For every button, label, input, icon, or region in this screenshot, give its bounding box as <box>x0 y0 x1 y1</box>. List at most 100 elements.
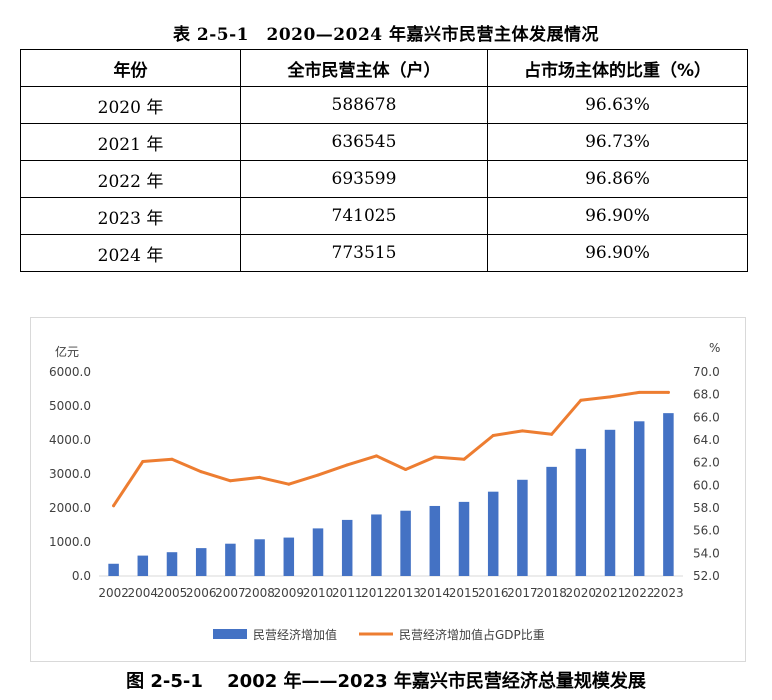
table-caption: 表 2-5-1 2020—2024 年嘉兴市民营主体发展情况 <box>172 25 600 45</box>
line-point <box>404 467 408 471</box>
y-left-unit: 亿元 <box>55 344 79 359</box>
y-right-unit: % <box>709 341 720 355</box>
bar <box>429 505 441 576</box>
cell-count: 693599 <box>240 160 488 198</box>
series-line <box>112 390 670 508</box>
y-right-tick-label: 58.0 <box>693 501 720 515</box>
y-right-tick-label: 68.0 <box>693 388 720 402</box>
cell-count: 773515 <box>240 234 488 272</box>
x-tick-label: 2018 <box>536 586 567 600</box>
bar <box>458 501 470 576</box>
enterprise-table: 年份 全市民营主体（户） 占市场主体的比重（%） 2020 年 588678 9… <box>20 49 748 272</box>
x-tick-label: 2004 <box>128 586 159 600</box>
line-point <box>170 457 174 461</box>
x-tick-label: 2023 <box>653 586 684 600</box>
table-row: 2022 年 693599 96.86% <box>20 160 748 198</box>
y-left-tick-label: 6000.0 <box>49 365 91 379</box>
header-year: 年份 <box>20 49 241 87</box>
legend-bar-swatch <box>213 629 247 639</box>
x-tick-label: 2007 <box>215 586 246 600</box>
cell-year: 2022 年 <box>20 160 241 198</box>
y-right-tick-label: 70.0 <box>693 365 720 379</box>
bar <box>225 543 236 576</box>
cell-year: 2024 年 <box>20 234 241 272</box>
line-point <box>637 390 641 394</box>
header-private-entities: 全市民营主体（户） <box>240 49 488 87</box>
bar <box>137 555 149 576</box>
x-tick-label: 2016 <box>478 586 509 600</box>
cell-share: 96.90% <box>487 234 748 272</box>
line-point <box>112 504 116 508</box>
line-point <box>228 479 232 483</box>
line-point <box>287 482 291 486</box>
line-point <box>520 429 524 433</box>
x-tick-label: 2017 <box>507 586 538 600</box>
y-right-tick-label: 66.0 <box>693 410 720 424</box>
line-point <box>374 454 378 458</box>
x-tick-label: 2005 <box>157 586 188 600</box>
x-tick-label: 2015 <box>449 586 480 600</box>
bar <box>341 519 353 576</box>
table-row: 2023 年 741025 96.90% <box>20 197 748 235</box>
y-right-tick-label: 56.0 <box>693 524 720 538</box>
bar <box>663 413 674 576</box>
x-tick-label: 2021 <box>595 586 626 600</box>
bar <box>371 514 382 576</box>
bar <box>546 466 557 576</box>
x-tick-label: 2002 <box>98 586 129 600</box>
x-tick-label: 2011 <box>332 586 363 600</box>
x-tick-label: 2020 <box>566 586 597 600</box>
cell-year: 2021 年 <box>20 123 241 161</box>
y-right-tick-label: 54.0 <box>693 546 720 560</box>
bar <box>517 479 528 576</box>
legend-bar-label: 民营经济增加值 <box>253 627 337 642</box>
header-share: 占市场主体的比重（%） <box>487 49 748 87</box>
bar <box>283 537 295 576</box>
table-row: 2024 年 773515 96.90% <box>20 234 748 272</box>
x-tick-label: 2010 <box>303 586 334 600</box>
line-point <box>666 390 670 394</box>
y-left-tick-label: 3000.0 <box>49 467 91 481</box>
x-tick-label: 2008 <box>244 586 275 600</box>
x-tick-label: 2006 <box>186 586 217 600</box>
bar <box>254 539 265 576</box>
cell-count: 741025 <box>240 197 488 235</box>
cell-count: 588678 <box>240 86 488 124</box>
line-point <box>491 433 495 437</box>
bar <box>195 548 207 576</box>
table-row: 2020 年 588678 96.63% <box>20 86 748 124</box>
y-right-tick-label: 52.0 <box>693 569 720 583</box>
y-left-tick-label: 5000.0 <box>49 399 91 413</box>
y-left-tick-label: 1000.0 <box>49 535 91 549</box>
line-point <box>141 460 145 464</box>
cell-share: 96.63% <box>487 86 748 124</box>
table-header-row: 年份 全市民营主体（户） 占市场主体的比重（%） <box>20 49 748 87</box>
bar <box>166 552 178 576</box>
x-tick-label: 2013 <box>390 586 421 600</box>
y-right-tick-label: 60.0 <box>693 478 720 492</box>
x-tick-label: 2012 <box>361 586 392 600</box>
x-tick-label: 2014 <box>420 586 451 600</box>
line-point <box>579 398 583 402</box>
line-point <box>433 455 437 459</box>
bar <box>312 528 324 576</box>
bar <box>487 491 499 576</box>
y-right-tick-label: 64.0 <box>693 433 720 447</box>
table-row: 2021 年 636545 96.73% <box>20 123 748 161</box>
x-tick-label: 2022 <box>624 586 655 600</box>
figure-caption: 图 2-5-1 2002 年——2023 年嘉兴市民营经济总量规模发展 <box>126 671 646 692</box>
bar <box>400 510 411 576</box>
line-point <box>608 395 612 399</box>
cell-year: 2023 年 <box>20 197 241 235</box>
line-point <box>199 470 203 474</box>
bar <box>633 421 645 576</box>
line-point <box>345 463 349 467</box>
chart-frame: 亿元% 0.0 1000.0 2000.0 3000.0 4000.0 5000.0 6000… <box>30 317 746 662</box>
y-left-tick-label: 4000.0 <box>49 433 91 447</box>
line-point <box>258 475 262 479</box>
x-tick-label: 2009 <box>274 586 305 600</box>
line-point <box>550 432 554 436</box>
bar <box>108 563 119 576</box>
y-left-tick-label: 0.0 <box>72 569 91 583</box>
cell-count: 636545 <box>240 123 488 161</box>
